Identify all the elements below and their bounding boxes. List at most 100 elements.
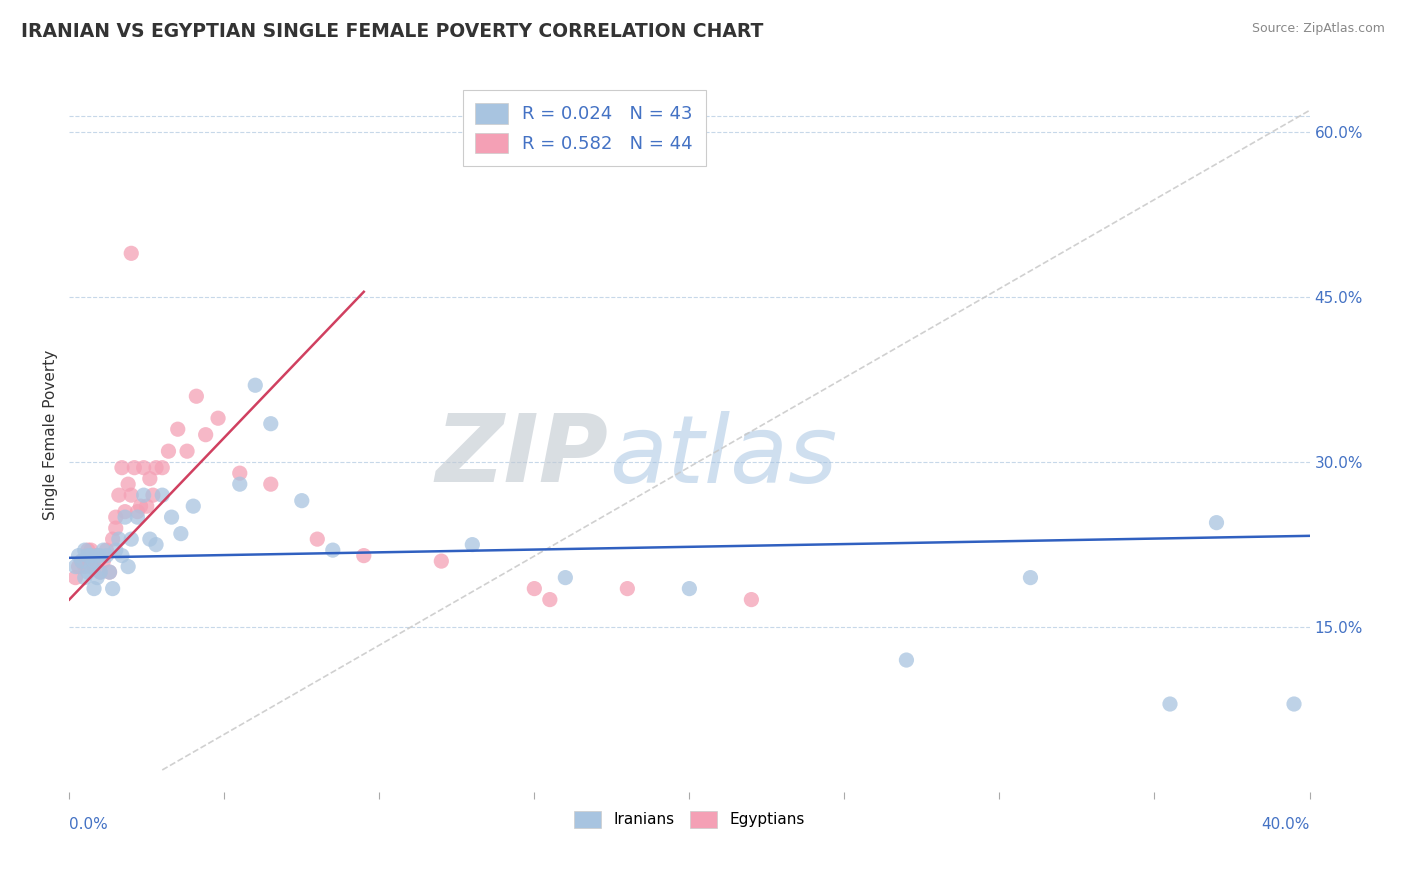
Point: [461, 538, 484, 552]
Point: [145, 538, 167, 552]
Point: [1205, 516, 1227, 530]
Text: Source: ZipAtlas.com: Source: ZipAtlas.com: [1251, 22, 1385, 36]
Legend: Iranians, Egyptians: Iranians, Egyptians: [568, 805, 811, 834]
Point: [132, 460, 155, 475]
Point: [89, 565, 111, 579]
Point: [1159, 697, 1181, 711]
Point: [142, 488, 165, 502]
Text: 0.0%: 0.0%: [69, 817, 108, 832]
Point: [150, 460, 173, 475]
Point: [135, 499, 157, 513]
Point: [76, 565, 98, 579]
Point: [83, 554, 105, 568]
Point: [896, 653, 918, 667]
Point: [322, 543, 344, 558]
Point: [740, 592, 762, 607]
Point: [86, 571, 108, 585]
Point: [132, 488, 155, 502]
Point: [129, 499, 152, 513]
Point: [120, 532, 142, 546]
Point: [96, 549, 118, 563]
Point: [157, 444, 180, 458]
Point: [114, 505, 136, 519]
Point: [108, 488, 131, 502]
Point: [104, 510, 127, 524]
Point: [65, 559, 87, 574]
Point: [117, 477, 139, 491]
Point: [139, 532, 162, 546]
Point: [245, 378, 267, 392]
Point: [86, 549, 108, 563]
Text: atlas: atlas: [609, 410, 837, 501]
Point: [65, 571, 87, 585]
Point: [117, 559, 139, 574]
Point: [76, 549, 98, 563]
Point: [307, 532, 329, 546]
Point: [111, 549, 134, 563]
Point: [91, 543, 114, 558]
Point: [80, 559, 103, 574]
Point: [229, 466, 252, 480]
Point: [260, 477, 283, 491]
Point: [127, 510, 149, 524]
Point: [91, 554, 114, 568]
Point: [83, 559, 105, 574]
Point: [120, 488, 142, 502]
Point: [678, 582, 700, 596]
Point: [96, 543, 118, 558]
Point: [1019, 571, 1042, 585]
Point: [108, 532, 131, 546]
Point: [538, 592, 561, 607]
Point: [181, 499, 204, 513]
Point: [176, 444, 198, 458]
Point: [73, 571, 96, 585]
Point: [104, 521, 127, 535]
Y-axis label: Single Female Poverty: Single Female Poverty: [44, 350, 58, 520]
Text: IRANIAN VS EGYPTIAN SINGLE FEMALE POVERTY CORRELATION CHART: IRANIAN VS EGYPTIAN SINGLE FEMALE POVERT…: [21, 22, 763, 41]
Point: [67, 549, 90, 563]
Point: [80, 543, 103, 558]
Point: [89, 565, 111, 579]
Point: [76, 554, 98, 568]
Point: [616, 582, 638, 596]
Point: [430, 554, 453, 568]
Point: [98, 565, 121, 579]
Point: [170, 526, 193, 541]
Point: [101, 582, 124, 596]
Point: [111, 460, 134, 475]
Point: [67, 559, 90, 574]
Point: [127, 505, 149, 519]
Point: [73, 543, 96, 558]
Point: [260, 417, 283, 431]
Point: [80, 549, 103, 563]
Point: [160, 510, 183, 524]
Text: ZIP: ZIP: [436, 410, 609, 502]
Point: [101, 532, 124, 546]
Point: [70, 554, 93, 568]
Point: [194, 427, 217, 442]
Point: [291, 493, 314, 508]
Point: [150, 488, 173, 502]
Point: [114, 510, 136, 524]
Point: [89, 549, 111, 563]
Point: [229, 477, 252, 491]
Point: [1282, 697, 1305, 711]
Point: [104, 543, 127, 558]
Text: 40.0%: 40.0%: [1261, 817, 1309, 832]
Point: [554, 571, 576, 585]
Point: [145, 460, 167, 475]
Point: [207, 411, 229, 425]
Point: [120, 246, 142, 260]
Point: [523, 582, 546, 596]
Point: [124, 460, 146, 475]
Point: [186, 389, 208, 403]
Point: [83, 582, 105, 596]
Point: [139, 472, 162, 486]
Point: [86, 549, 108, 563]
Point: [73, 559, 96, 574]
Point: [166, 422, 188, 436]
Point: [70, 554, 93, 568]
Point: [76, 543, 98, 558]
Point: [353, 549, 375, 563]
Point: [98, 565, 121, 579]
